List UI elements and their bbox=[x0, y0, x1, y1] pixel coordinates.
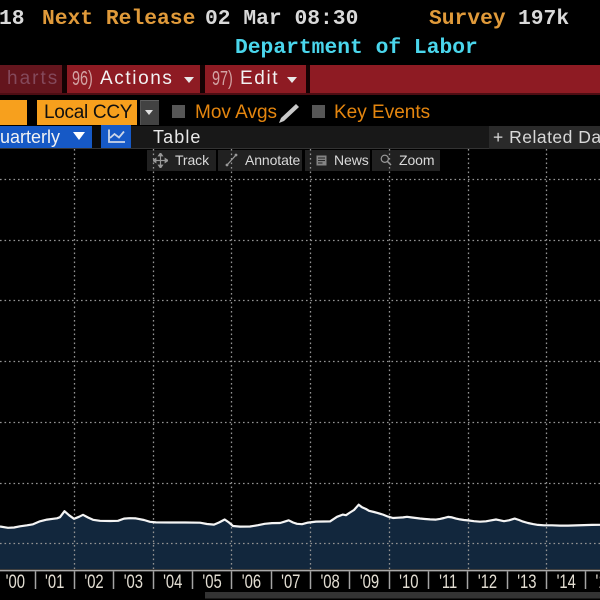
svg-text:'01: '01 bbox=[45, 571, 64, 592]
svg-text:'1: '1 bbox=[596, 571, 600, 592]
svg-text:'06: '06 bbox=[242, 571, 261, 592]
svg-text:'08: '08 bbox=[320, 571, 339, 592]
svg-text:'13: '13 bbox=[517, 571, 536, 592]
svg-text:'07: '07 bbox=[281, 571, 300, 592]
svg-text:'11: '11 bbox=[439, 571, 457, 592]
svg-text:'02: '02 bbox=[84, 571, 103, 592]
svg-text:'09: '09 bbox=[360, 571, 379, 592]
svg-text:'10: '10 bbox=[399, 571, 418, 592]
svg-text:'04: '04 bbox=[163, 571, 182, 592]
svg-text:'00: '00 bbox=[6, 571, 25, 592]
svg-text:'12: '12 bbox=[478, 571, 497, 592]
svg-text:'14: '14 bbox=[557, 571, 576, 592]
svg-text:'03: '03 bbox=[124, 571, 143, 592]
svg-text:'05: '05 bbox=[202, 571, 221, 592]
